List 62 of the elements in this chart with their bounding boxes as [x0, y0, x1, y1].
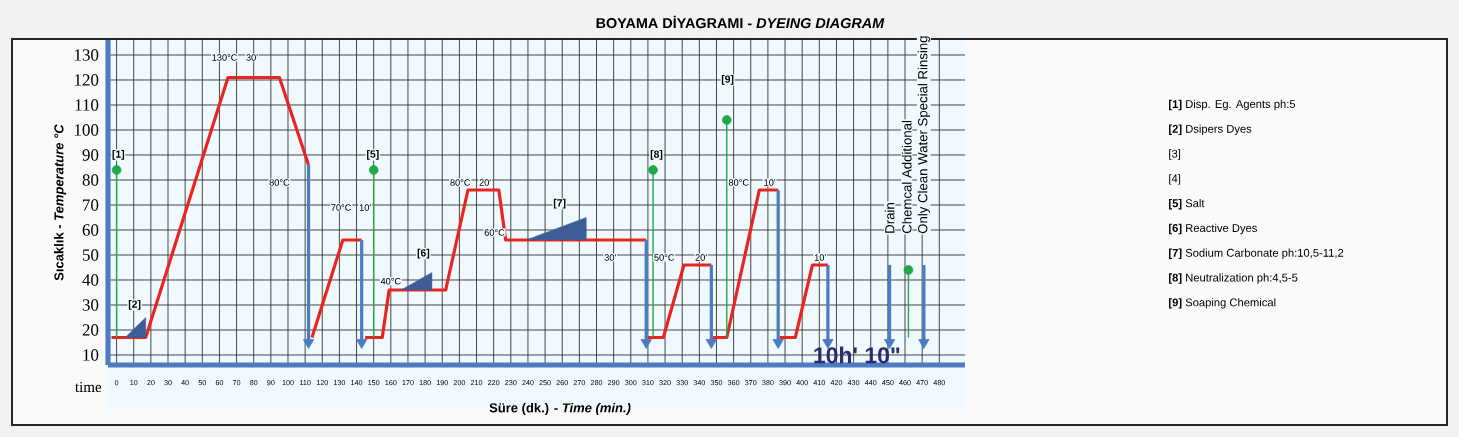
point [648, 165, 658, 175]
point [356, 339, 368, 349]
point [903, 265, 914, 275]
annotation: 50°C [654, 254, 675, 261]
annotation: 60°C [484, 229, 505, 236]
text: [8] Neutralization ph:4,5-5 [1169, 273, 1298, 284]
y-tick-label: 10 [83, 349, 99, 361]
y-tick-label: 50 [82, 249, 99, 261]
annotation: Chemcal Additional [901, 120, 912, 234]
annotation: 30' [246, 54, 258, 61]
y-tick-label: 80 [82, 174, 99, 186]
annotation: 80°C [269, 179, 290, 186]
y-tick-label: 40 [82, 274, 99, 286]
chart-title: BOYAMA DİYAGRAMI - DYEING DIAGRAM [596, 15, 885, 29]
point [302, 339, 315, 349]
annotation: [7] [553, 198, 566, 209]
y-axis-title: Sıcaklık - Temperature °C [53, 124, 67, 281]
y-tick-label: 70 [83, 199, 99, 211]
point [368, 165, 379, 175]
annotation: 20' [479, 179, 491, 186]
text: [3] [1169, 149, 1181, 160]
point [721, 115, 732, 125]
text: [2] Dsipers Dyes [1169, 124, 1252, 135]
text: [6] Reactive Dyes [1169, 223, 1257, 235]
annotation: Drain [884, 203, 895, 233]
point [918, 339, 930, 349]
text: [4] [1169, 174, 1181, 185]
x-axis-title: Süre (dk.) - Time (min.) [489, 402, 631, 416]
point [772, 339, 784, 349]
text: [7] Sodium Carbonate ph:10,5-11,2 [1169, 248, 1344, 259]
point [705, 339, 717, 349]
annotation: 10' [814, 254, 826, 261]
text: [5] Salt [1169, 198, 1205, 210]
annotation: 80°C [728, 179, 749, 186]
text: [9] Soaping Chemical [1169, 298, 1276, 309]
annotation: [6] [417, 248, 430, 259]
y-tick-label: 20 [82, 324, 99, 336]
y-tick-label: 60 [82, 224, 99, 236]
annotation: [1] [112, 150, 125, 160]
y-tick-label: 100 [74, 124, 99, 136]
text: time [75, 381, 102, 393]
y-tick-label: 110 [75, 99, 99, 111]
y-tick-label: 120 [74, 74, 99, 86]
point [111, 165, 122, 175]
annotation: 80°C [450, 179, 471, 186]
annotation: 20' [695, 254, 707, 261]
annotation: 30' [604, 254, 616, 261]
annotation: 10' [764, 179, 776, 186]
point [640, 339, 652, 349]
y-tick-label: 30 [82, 299, 99, 311]
annotation: 130°C [212, 54, 238, 61]
annotation: [5] [367, 150, 379, 160]
annotation: [9] [721, 75, 734, 85]
annotation: 10' [359, 204, 371, 211]
annotation: Only Clean Water Special Rinsing [917, 36, 931, 234]
annotation: [8] [650, 150, 663, 160]
text: [1] Disp. Eg. Agents ph:5 [1169, 99, 1296, 111]
annotation: 40°C [380, 277, 401, 285]
y-tick-label: 130 [74, 49, 99, 61]
y-tick-label: 90 [82, 149, 99, 161]
annotation: [2] [128, 300, 141, 310]
annotation: 70°C [331, 204, 352, 211]
